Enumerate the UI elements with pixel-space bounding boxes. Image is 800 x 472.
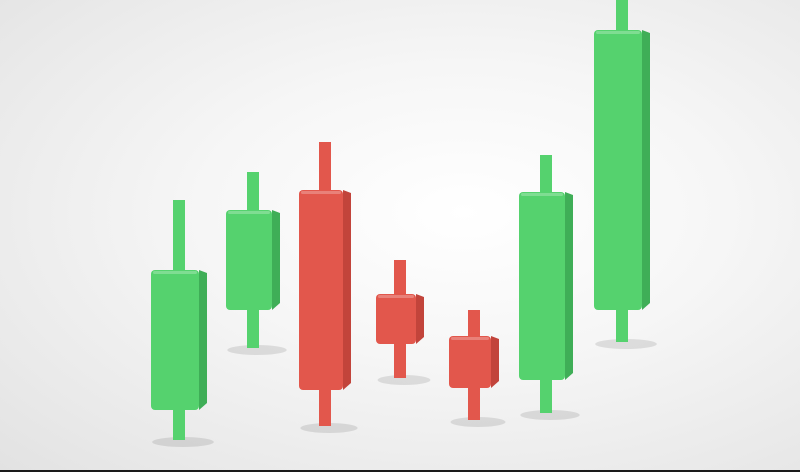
candle-body: [519, 192, 565, 380]
candle-5-bearish: [449, 310, 499, 420]
candle-body-highlight: [521, 193, 563, 196]
candle-body-side: [272, 210, 280, 310]
candle-shadow: [227, 345, 287, 355]
candle-upper-wick: [319, 142, 331, 190]
candle-1-bullish: [151, 200, 207, 440]
bottom-edge-line: [0, 470, 800, 472]
candle-shadow: [595, 339, 657, 349]
candle-body: [376, 294, 416, 344]
candle-lower-wick: [468, 388, 480, 420]
candle-7-bullish: [594, 0, 650, 342]
candle-shadow: [520, 410, 580, 420]
candle-upper-wick: [173, 200, 185, 270]
candle-shadow: [450, 417, 506, 427]
candle-body-side: [491, 336, 499, 388]
candle-body: [299, 190, 343, 390]
candle-body: [594, 30, 642, 310]
candle-lower-wick: [173, 410, 185, 440]
candle-body-side: [565, 192, 573, 380]
candle-body-side: [416, 294, 424, 344]
candle-body: [226, 210, 272, 310]
candle-body-side: [642, 30, 650, 310]
candle-body-side: [343, 190, 351, 390]
candle-body-highlight: [451, 337, 489, 340]
candle-lower-wick: [319, 390, 331, 426]
candle-body-highlight: [301, 191, 341, 194]
candle-body-highlight: [596, 31, 640, 34]
candle-body-highlight: [153, 271, 197, 274]
candle-upper-wick: [616, 0, 628, 30]
candle-shadow: [377, 375, 431, 385]
candle-body-highlight: [378, 295, 414, 298]
candle-body-side: [199, 270, 207, 410]
candle-lower-wick: [616, 310, 628, 342]
candle-4-bearish: [376, 260, 424, 378]
candle-lower-wick: [540, 380, 552, 413]
candle-upper-wick: [468, 310, 480, 336]
candle-shadow: [300, 423, 358, 433]
candle-body-highlight: [228, 211, 270, 214]
candle-upper-wick: [394, 260, 406, 294]
candle-upper-wick: [540, 155, 552, 192]
candle-body: [151, 270, 199, 410]
candle-6-bullish: [519, 155, 573, 413]
candle-lower-wick: [394, 344, 406, 378]
candle-2-bullish: [226, 172, 280, 348]
candle-shadow: [152, 437, 214, 447]
candle-upper-wick: [247, 172, 259, 210]
candle-body: [449, 336, 491, 388]
candle-3-bearish: [299, 142, 351, 426]
candle-lower-wick: [247, 310, 259, 348]
